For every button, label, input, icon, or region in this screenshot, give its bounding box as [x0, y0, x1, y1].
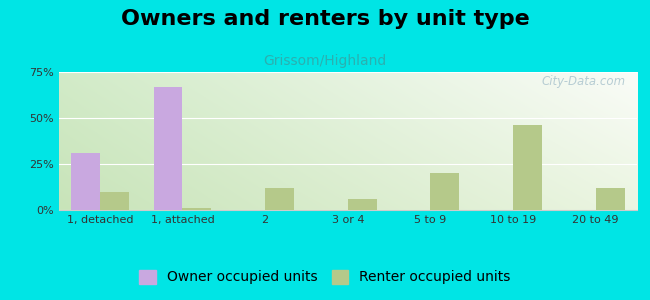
- Bar: [100, 192, 129, 210]
- Bar: [348, 199, 377, 210]
- Bar: [183, 208, 211, 210]
- Bar: [430, 173, 460, 210]
- Bar: [595, 188, 625, 210]
- Text: Owners and renters by unit type: Owners and renters by unit type: [121, 9, 529, 29]
- Legend: Owner occupied units, Renter occupied units: Owner occupied units, Renter occupied un…: [134, 264, 516, 290]
- Bar: [71, 153, 100, 210]
- Bar: [265, 188, 294, 210]
- Bar: [513, 125, 542, 210]
- Bar: [153, 87, 183, 210]
- Text: Grissom/Highland: Grissom/Highland: [263, 54, 387, 68]
- Text: City-Data.com: City-Data.com: [541, 75, 625, 88]
